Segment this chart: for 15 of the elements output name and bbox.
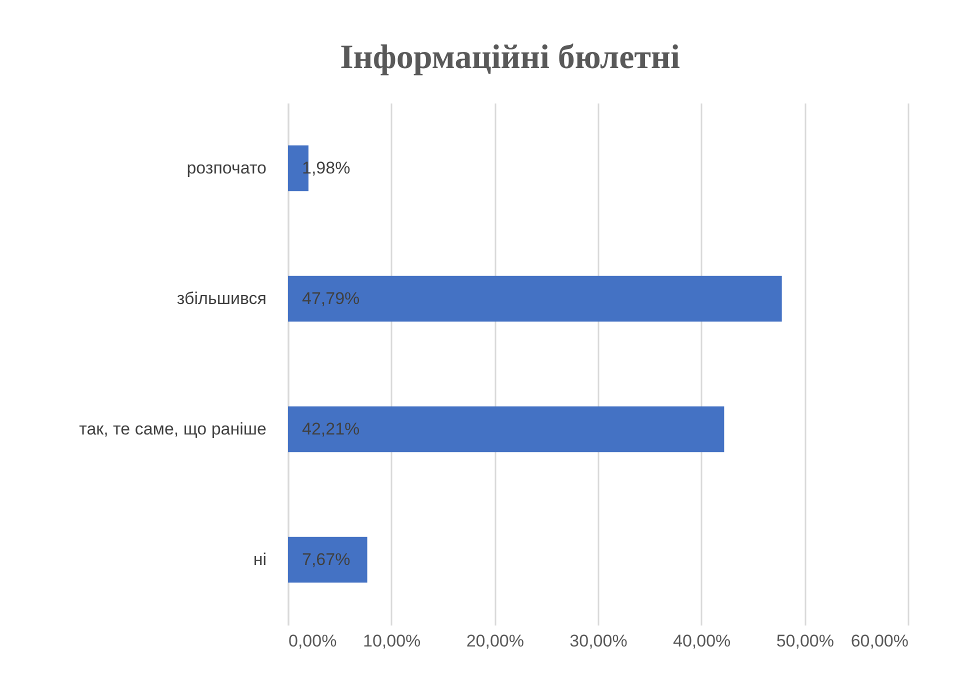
x-tick-label: 40,00% bbox=[672, 632, 731, 650]
y-tick-label: збільшився bbox=[176, 288, 266, 308]
y-tick-label: розпочато bbox=[186, 158, 266, 178]
x-tick-label: 20,00% bbox=[466, 632, 524, 650]
data-label: 47,79% bbox=[302, 288, 360, 308]
x-tick-label: 0,00% bbox=[288, 632, 337, 650]
x-tick-label: 30,00% bbox=[570, 632, 628, 650]
x-tick-label: 60,00% bbox=[850, 632, 908, 650]
data-label: 7,67% bbox=[302, 550, 350, 569]
y-tick-label: так, те саме, що раніше bbox=[79, 419, 266, 438]
x-tick-label: 10,00% bbox=[362, 632, 421, 650]
data-label: 42,21% bbox=[302, 419, 360, 438]
x-tick-label: 50,00% bbox=[776, 632, 834, 650]
y-tick-label: ні bbox=[253, 550, 266, 569]
chart-title: Інформаційні бюлетні bbox=[340, 39, 680, 76]
